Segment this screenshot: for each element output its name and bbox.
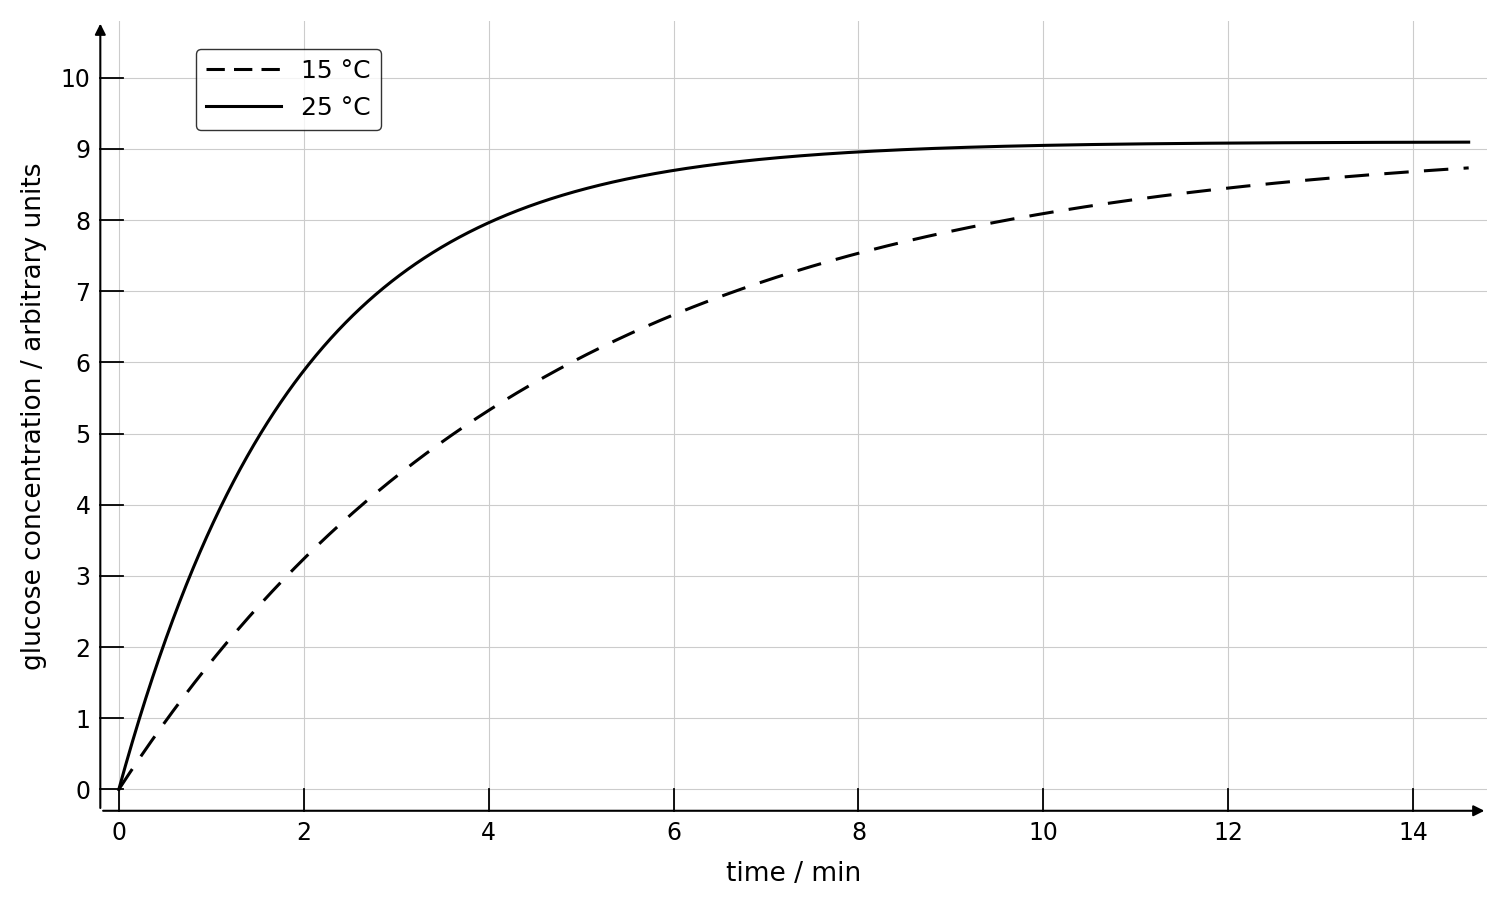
- Y-axis label: glucose concentration / arbitrary units: glucose concentration / arbitrary units: [21, 162, 47, 669]
- X-axis label: time / min: time / min: [727, 861, 861, 887]
- Legend: 15 °C, 25 °C: 15 °C, 25 °C: [196, 49, 380, 130]
